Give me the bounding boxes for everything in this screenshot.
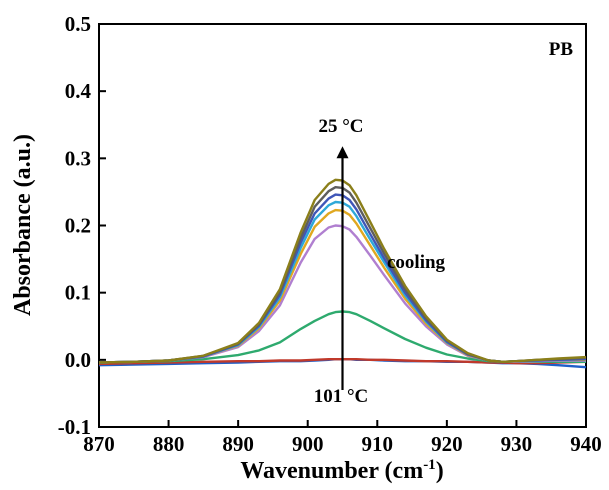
y-tick-label: 0.5 (65, 12, 91, 36)
y-tick-label: -0.1 (58, 415, 91, 439)
x-axis-title: Wavenumber (cm-1) (240, 457, 443, 484)
spectrum-line (98, 178, 587, 364)
y-tick-label: 0.1 (65, 281, 91, 305)
series-layer (98, 178, 587, 369)
arrow-head (336, 146, 349, 159)
y-tick-label: 0.0 (65, 348, 91, 372)
temperature-arrow (336, 146, 349, 391)
process-label: cooling (387, 252, 446, 273)
x-axis-title-sup: -1 (423, 457, 436, 473)
x-tick-label: 910 (362, 432, 394, 456)
x-axis-ticks: 870 880 890 900 910 920 930 940 (83, 420, 602, 456)
y-axis-ticks: -0.1 0.0 0.1 0.2 0.3 0.4 0.5 (58, 12, 106, 439)
x-tick-label: 900 (292, 432, 324, 456)
bottom-temperature-label: 101 °C (314, 386, 369, 407)
y-tick-label: 0.2 (65, 214, 91, 238)
top-temperature-label: 25 °C (318, 116, 363, 137)
x-tick-label: 880 (153, 432, 185, 456)
x-tick-label: 930 (501, 432, 533, 456)
y-axis-title: Absorbance (a.u.) (10, 134, 36, 316)
x-tick-label: 870 (83, 432, 115, 456)
sample-label: PB (549, 39, 574, 60)
x-axis-title-main: Wavenumber (cm (240, 458, 423, 484)
x-axis-title-tail: ) (436, 458, 444, 484)
x-tick-label: 920 (431, 432, 463, 456)
y-tick-label: 0.3 (65, 146, 91, 170)
x-tick-label: 940 (570, 432, 602, 456)
x-tick-label: 890 (222, 432, 254, 456)
y-tick-label: 0.4 (65, 79, 92, 103)
